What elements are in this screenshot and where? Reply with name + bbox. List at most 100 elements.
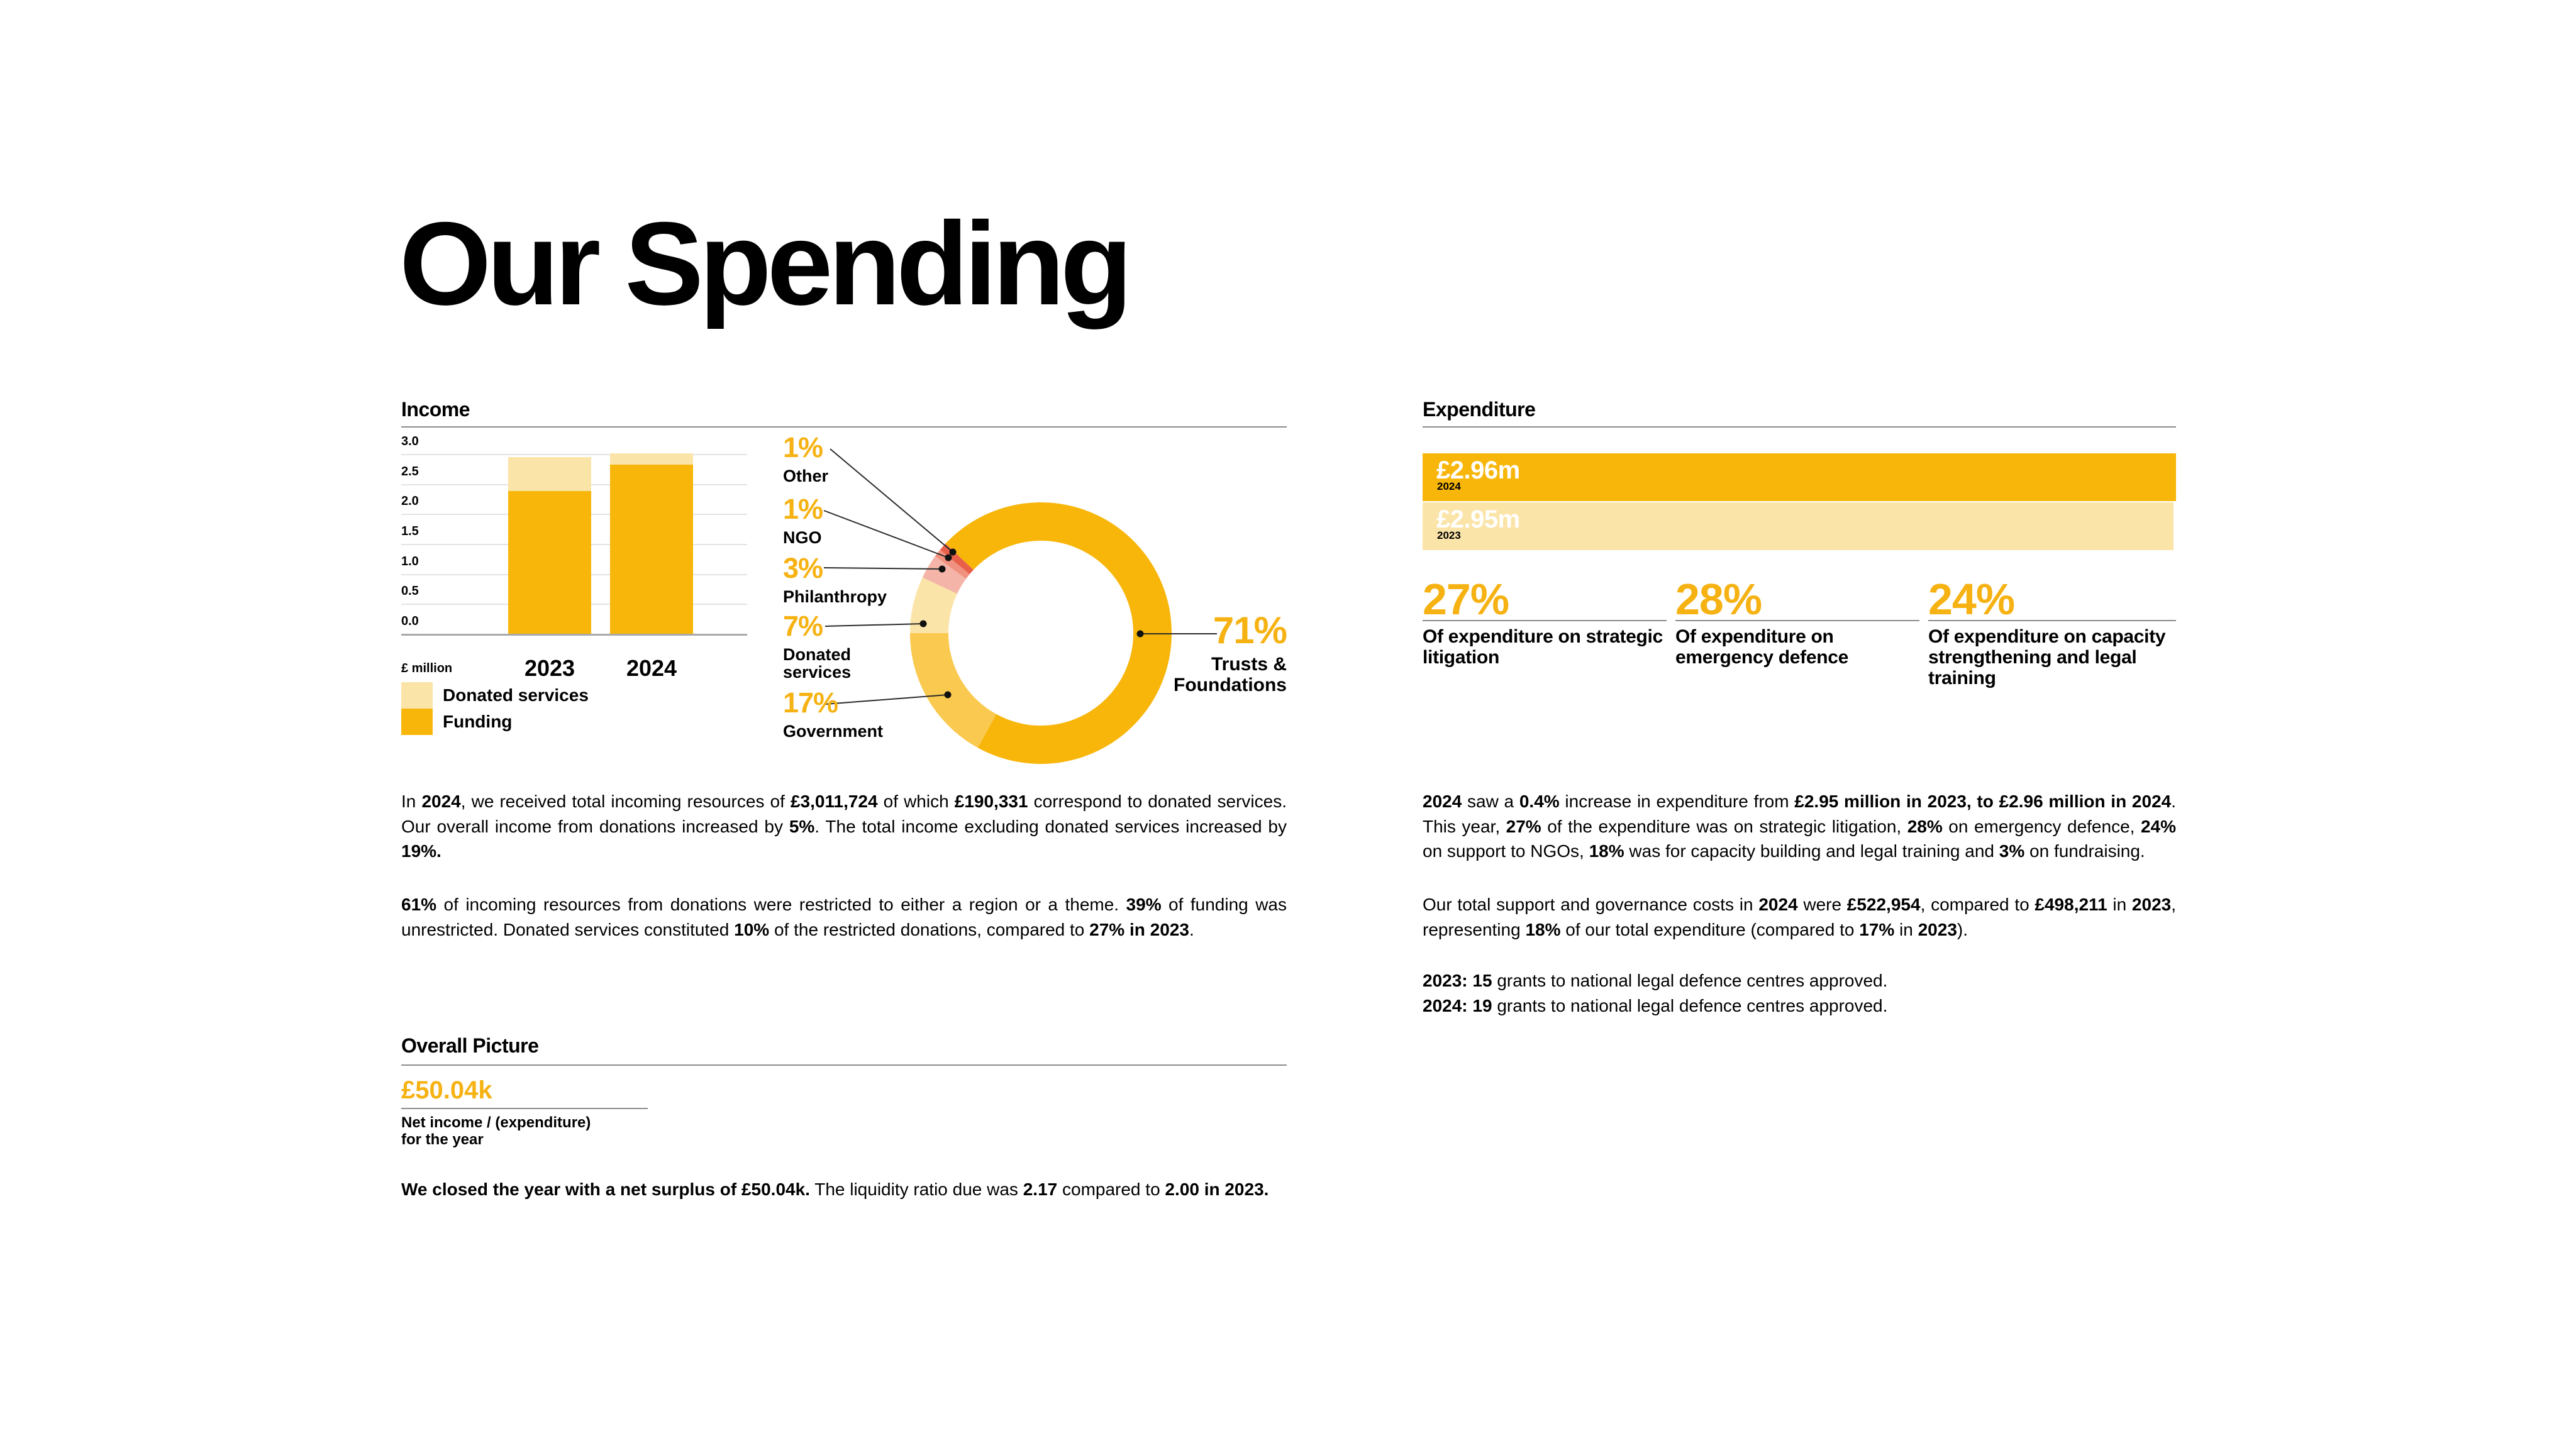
text-run: were	[1797, 895, 1847, 914]
x-axis-label-2023: 2023	[524, 655, 575, 681]
expenditure-stats: 27% Of expenditure on strategic litigatio…	[1423, 577, 2177, 728]
donut-label-donated-services: 7% Donated services	[783, 610, 947, 682]
overall-heading: Overall Picture	[401, 1034, 539, 1057]
text-run: The liquidity ratio due was	[809, 1180, 1023, 1199]
bar-funding-2024	[610, 465, 693, 634]
expenditure-bar-2024: £2.96m 2024	[1423, 453, 2176, 501]
text-run: saw a	[1462, 792, 1519, 811]
text-run-bold: £3,011,724	[790, 792, 878, 811]
donut-pct-label: 7%	[783, 610, 823, 642]
bar-donated-2023	[508, 456, 591, 492]
text-run: compared to	[1057, 1180, 1165, 1199]
donut-leader-dot	[919, 620, 927, 627]
expenditure-year-2023: 2023	[1437, 529, 1461, 541]
text-run-bold: 2024	[421, 792, 461, 811]
expenditure-heading: Expenditure	[1423, 398, 1536, 421]
text-run-bold: We closed the year with a net surplus of…	[401, 1180, 810, 1199]
text-run: on support to NGOs,	[1423, 841, 1589, 861]
donut-label-other: 1% Other	[783, 433, 947, 485]
donut-labels: 1% Other 1% NGO 3% Philanthropy 7% Donated serv…	[783, 428, 947, 767]
donut-label-ngo: 1% NGO	[783, 493, 947, 547]
donut-pct-label: 1%	[783, 431, 823, 463]
text-run-bold: 5%	[789, 816, 815, 836]
text-run-bold: 28%	[1907, 816, 1943, 836]
text-run-bold: 17%	[1859, 919, 1895, 939]
expenditure-paragraph-1: 2024 saw a 0.4% increase in expenditure …	[1423, 789, 2176, 864]
income-paragraph-2: 61% of incoming resources from donations…	[401, 892, 1287, 942]
text-run: grants to national legal defence centres…	[1492, 971, 1888, 990]
text-run-bold: 61%	[401, 895, 437, 914]
text-run-bold: 27% in 2023	[1089, 919, 1189, 939]
y-tick-label: 3.0	[401, 434, 419, 448]
bar-donated-2024	[610, 453, 693, 465]
bar-funding-2023	[508, 491, 591, 634]
donut-pct-label: 1%	[783, 493, 823, 525]
text-run-bold: 19%.	[401, 841, 441, 861]
donut-pct-label: 17%	[783, 687, 838, 719]
stat-value: 24%	[1928, 575, 2015, 624]
donut-segment-government	[910, 502, 1172, 764]
donut-leader-line	[824, 623, 924, 627]
y-tick-label: 2.5	[401, 464, 419, 478]
stat-rule	[1675, 620, 1919, 621]
net-income-rule	[401, 1108, 648, 1109]
y-axis-unit-label: £ million	[401, 661, 453, 675]
stat-rule	[1928, 620, 2176, 621]
text-run-bold: 27%	[1506, 816, 1541, 836]
text-run: was for capacity building and legal trai…	[1624, 841, 1999, 861]
expenditure-paragraph-2: Our total support and governance costs i…	[1423, 892, 2176, 942]
legend-item-donated-services: Donated services	[401, 682, 691, 709]
text-run-bold: 2024	[1423, 792, 1462, 811]
text-run: In	[401, 792, 422, 811]
text-run: , representing	[1423, 895, 2176, 939]
text-run: of the restricted donations, compared to	[769, 919, 1090, 939]
legend-label: Donated services	[443, 685, 589, 705]
y-tick-label: 0.5	[401, 584, 419, 599]
donut-leader-dot	[945, 554, 952, 561]
text-run-bold: £2.95 million in 2023, to £2.96 million …	[1794, 792, 2172, 811]
text-run-bold: 2023	[1918, 919, 1957, 939]
text-run: .	[1189, 919, 1194, 939]
text-run: , compared to	[1920, 895, 2035, 914]
text-run: increase in expenditure from	[1559, 792, 1795, 811]
donut-name-trusts: Trusts & Foundations	[1174, 654, 1287, 695]
net-income-caption: Net income / (expenditure) for the year	[401, 1114, 591, 1148]
donut-name-label: NGO	[783, 528, 822, 547]
text-run-bold: 3%	[1999, 841, 2025, 861]
expenditure-year-2024: 2024	[1437, 480, 1461, 492]
donut-name-label: Donated services	[783, 645, 852, 682]
stat-27%: 27% Of expenditure on strategic litigatio…	[1423, 577, 1667, 668]
text-run-bold: £498,211	[2035, 895, 2107, 914]
donut-leader-line	[830, 448, 953, 553]
text-run: Our total support and governance costs i…	[1423, 895, 1759, 914]
overall-rule	[401, 1064, 1287, 1066]
text-run: in	[1894, 919, 1918, 939]
text-run-bold: 0.4%	[1519, 792, 1560, 811]
text-run: of incoming resources from donations wer…	[436, 895, 1126, 914]
legend-swatch	[401, 709, 433, 735]
donut-name-label: Government	[783, 722, 884, 741]
donut-leader-line	[823, 510, 949, 558]
donut-pct-label: 3%	[783, 552, 823, 584]
stat-description: Of expenditure on strategic litigation	[1423, 626, 1663, 668]
y-tick-label: 0.0	[401, 614, 419, 628]
text-run-bold: 18%	[1525, 919, 1561, 939]
text-run-bold: 24%	[2140, 816, 2176, 836]
y-tick-label: 1.5	[401, 524, 419, 538]
donut-leader-dot	[1136, 630, 1144, 638]
text-run-bold: £522,954	[1846, 895, 1921, 914]
text-run: ).	[1957, 919, 1968, 939]
x-axis-label-2024: 2024	[626, 655, 677, 681]
expenditure-compare-bars: £2.96m 2024 £2.95m 2023	[1423, 453, 2176, 554]
donut-leader-dot	[938, 565, 946, 573]
text-run-bold: 2023: 15	[1423, 971, 1492, 990]
text-run: . This year,	[1423, 792, 2176, 836]
income-rule	[401, 426, 1287, 428]
text-run: of our total expenditure (compared to	[1560, 919, 1860, 939]
text-run-bold: 2.17	[1023, 1180, 1058, 1199]
donut-leader-line	[824, 694, 948, 705]
donut-label-philanthropy: 3% Philanthropy	[783, 552, 947, 606]
stat-description: Of expenditure on capacity strengthening…	[1928, 626, 2166, 688]
expenditure-amount-2023: £2.95m	[1436, 506, 1520, 533]
text-run-bold: 2023	[2131, 895, 2172, 914]
